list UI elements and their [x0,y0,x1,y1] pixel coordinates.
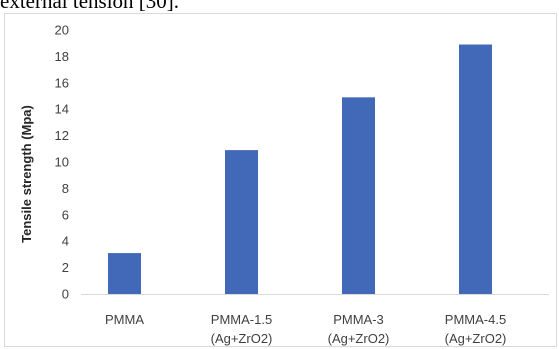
y-tick-label: 10 [55,155,69,170]
x-tick-label: (Ag+ZrO2) [211,331,273,346]
y-axis-ticks: 0 2 4 6 8 10 12 14 16 18 20 [55,23,69,302]
y-tick-label: 16 [55,75,69,90]
y-tick-label: 14 [55,102,69,117]
bar [459,44,492,294]
bars [108,44,492,294]
y-tick-label: 18 [55,49,69,64]
y-axis-label: Tensile strength (Mpa) [19,105,34,243]
x-tick-label: PMMA-3 [333,312,384,327]
x-tick-label: PMMA-1.5 [211,312,272,327]
x-tick-label: (Ag+ZrO2) [328,331,390,346]
y-tick-label: 2 [62,260,69,275]
bar [225,150,258,294]
x-tick-label: (Ag+ZrO2) [445,331,507,346]
bar [108,253,141,294]
y-tick-label: 20 [55,23,69,38]
x-tick-label: PMMA-4.5 [445,312,506,327]
y-tick-label: 6 [62,207,69,222]
y-tick-label: 0 [62,287,69,302]
page-caption: external tension [30]. [0,0,180,13]
bar [342,97,375,294]
y-tick-label: 8 [62,181,69,196]
x-tick-label: PMMA [105,312,144,327]
y-tick-label: 4 [62,234,69,249]
y-tick-label: 12 [55,128,69,143]
x-axis-ticks: PMMA PMMA-1.5 (Ag+ZrO2) PMMA-3 (Ag+ZrO2) PMMA… [105,312,506,346]
